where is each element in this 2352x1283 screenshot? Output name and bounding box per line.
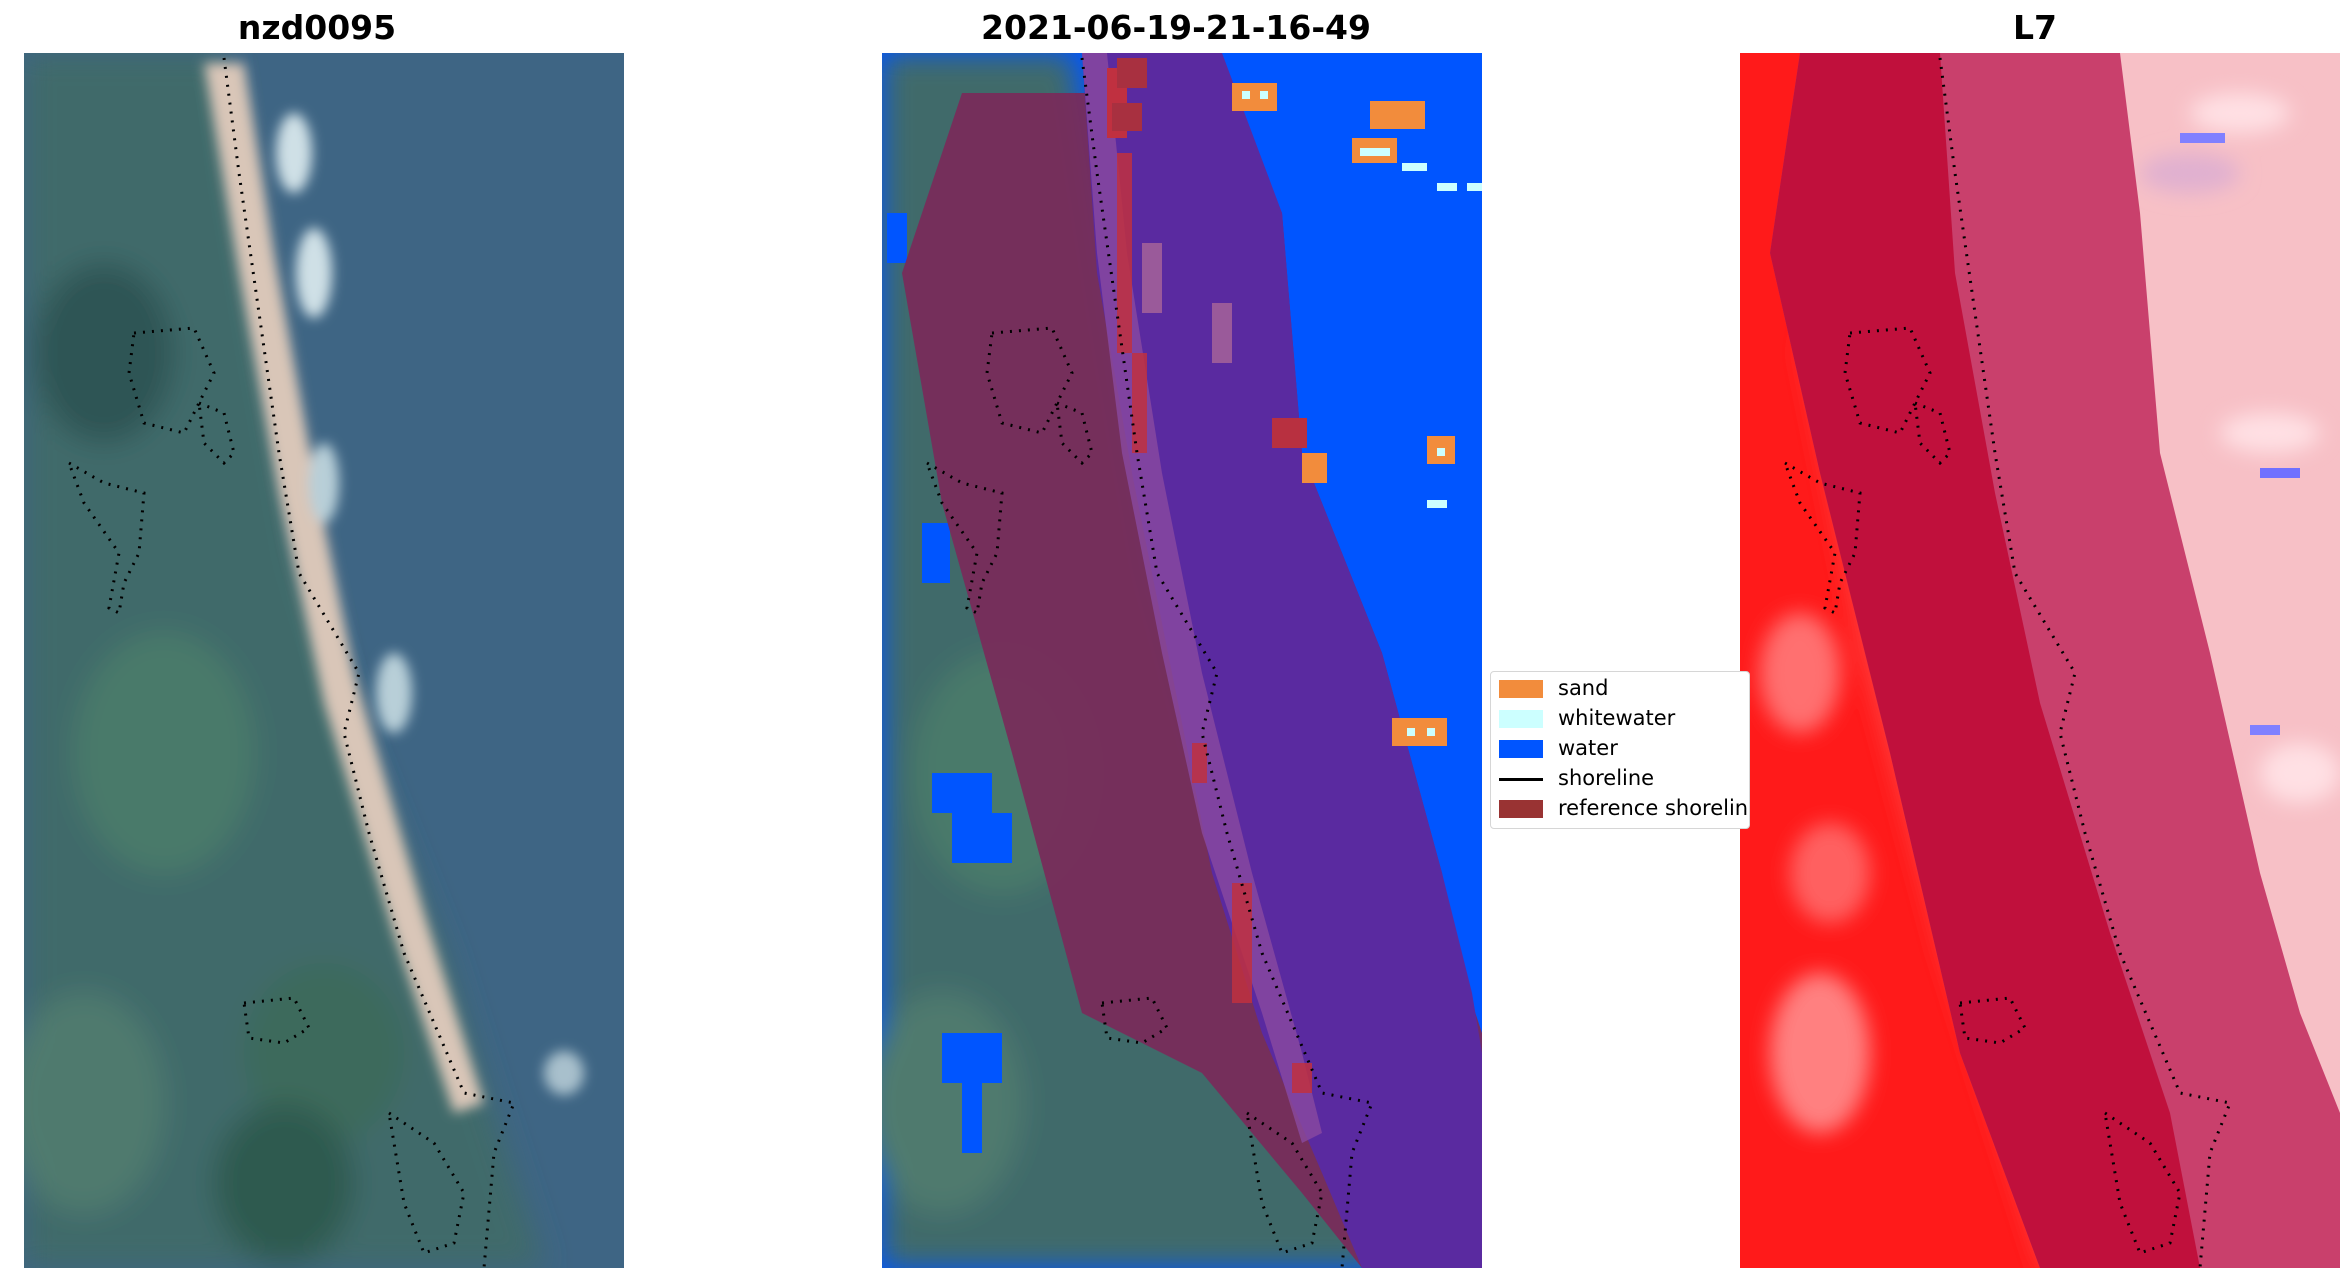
index-image — [1740, 53, 2340, 1268]
legend-line-shoreline — [1499, 778, 1543, 781]
legend-swatch-reference-shoreline — [1499, 800, 1543, 818]
legend-label-water: water — [1558, 736, 1618, 760]
panel-title-rgb: nzd0095 — [237, 8, 397, 47]
rgb-satellite-image — [24, 53, 624, 1268]
legend-label-sand: sand — [1558, 676, 1609, 700]
legend-swatch-sand — [1499, 680, 1543, 698]
legend-item-water: water — [1491, 734, 1749, 764]
legend-item-shoreline: shoreline — [1491, 764, 1749, 794]
legend: sand whitewater water shoreline referenc… — [1490, 671, 1750, 829]
legend-swatch-whitewater — [1499, 710, 1543, 728]
classification-image — [882, 53, 1482, 1268]
legend-label-whitewater: whitewater — [1558, 706, 1676, 730]
legend-item-sand: sand — [1491, 674, 1749, 704]
legend-swatch-water — [1499, 740, 1543, 758]
legend-label-shoreline: shoreline — [1558, 766, 1655, 790]
legend-label-reference-shoreline: reference shoreline — [1558, 796, 1750, 820]
panel-title-classification: 2021-06-19-21-16-49 — [981, 8, 1371, 47]
panel-title-index: L7 — [2013, 8, 2057, 47]
legend-item-whitewater: whitewater — [1491, 704, 1749, 734]
legend-item-reference-shoreline: reference shoreline — [1491, 794, 1750, 824]
